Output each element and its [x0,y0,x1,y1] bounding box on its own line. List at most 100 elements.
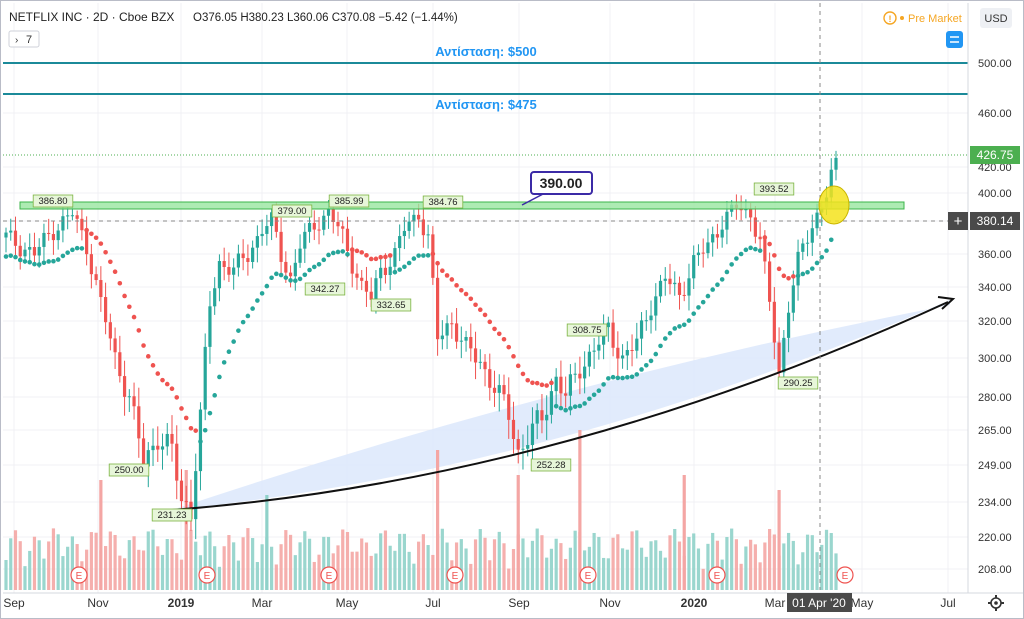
volume-bar [696,548,701,590]
sar-dot [127,304,132,310]
sar-dot [753,246,758,252]
time-axis-label: Sep [508,596,530,610]
volume-bar [511,548,516,590]
volume-bar [602,557,606,590]
price-axis[interactable] [968,3,1023,593]
candle-body [23,249,27,257]
callout-box[interactable] [530,171,593,195]
sar-dot [84,227,89,233]
candle-body [51,234,56,241]
volume-bar [834,553,838,590]
candle-body [834,157,838,170]
candle-body [47,232,51,235]
time-axis-label: Mar [252,596,273,610]
volume-bar [436,450,440,590]
sync-button[interactable] [946,31,963,48]
sar-dot [587,396,592,402]
candle-body [668,278,672,285]
sar-dot [520,371,526,377]
sar-dot [283,275,289,280]
volume-bar [132,536,136,590]
candle-body [545,414,549,421]
settings-gear-icon[interactable] [988,595,1004,611]
candle-body [720,229,724,238]
sar-dot [236,328,241,333]
volume-bar [383,530,388,590]
candle-body [407,221,411,231]
volume-bar [701,568,705,590]
volume-bar [440,528,444,590]
sar-dot [473,302,478,308]
volume-bar [734,539,738,590]
candle-body [587,351,591,367]
candle-body [526,445,530,449]
sar-dot [544,383,549,388]
candle-body [758,236,762,240]
volume-bar [118,555,122,590]
volume-bar [94,532,98,590]
volume-bar [421,534,425,590]
earnings-icon [446,566,464,584]
earnings-icon [708,566,726,584]
trend-line[interactable] [171,301,949,511]
volume-bar [630,531,634,590]
warning-icon[interactable] [883,11,897,25]
sar-dot [297,276,303,282]
volume-bar [782,543,786,590]
volume-bar [369,555,373,590]
crosshair-add-button[interactable] [948,212,968,230]
sar-dot [696,305,701,310]
volume-bar [113,534,117,590]
volume-bar [322,536,326,590]
sar-dot [27,259,33,265]
candle-body [28,247,32,250]
sar-dot [74,245,80,251]
volume-bar [89,532,93,590]
sar-dot [198,439,203,444]
candle-body [213,288,217,307]
volume-bar [241,537,245,590]
volume-bar [56,534,60,590]
candle-body [70,215,74,217]
sar-dot [32,261,37,267]
sar-dot [762,235,768,240]
sar-dot [335,249,341,255]
volume-bar [9,538,13,590]
candle-body [473,348,478,363]
indicators-toggle[interactable] [8,30,40,48]
sar-dot [288,278,293,283]
volume-bar [251,538,255,590]
sar-dot [174,395,180,400]
volume-bar [454,542,459,590]
sar-dot [240,319,246,325]
sar-dot [772,253,777,258]
candle-body [417,214,421,220]
symbol-title[interactable]: NETFLIX INC · 2D · Cboe BZX [9,10,174,24]
sar-dot [634,372,640,377]
currency-button[interactable] [980,8,1012,28]
candle-body [175,443,179,481]
volume-bar [364,542,369,590]
sar-dot [368,256,374,262]
volume-bar [535,528,539,590]
volume-bar [431,554,435,590]
volume-bar [820,544,824,590]
candle-body [663,278,667,281]
candle-body [478,361,482,363]
swing-label-box [32,194,74,208]
candle-body [753,217,757,237]
warning-icon-glyph: ! [889,14,892,24]
sar-dot [677,324,682,329]
volume-bar [786,532,791,590]
swing-label: 308.75 [572,325,601,336]
volume-bar [108,531,112,590]
swing-label-box [422,195,464,209]
earnings-icon-letter: E [452,571,459,582]
candle-body [160,446,165,450]
sar-dot [440,268,445,274]
swing-label-box [304,282,346,296]
swing-label-box [271,204,313,218]
sar-dot [108,259,113,265]
sar-dot [193,428,199,433]
